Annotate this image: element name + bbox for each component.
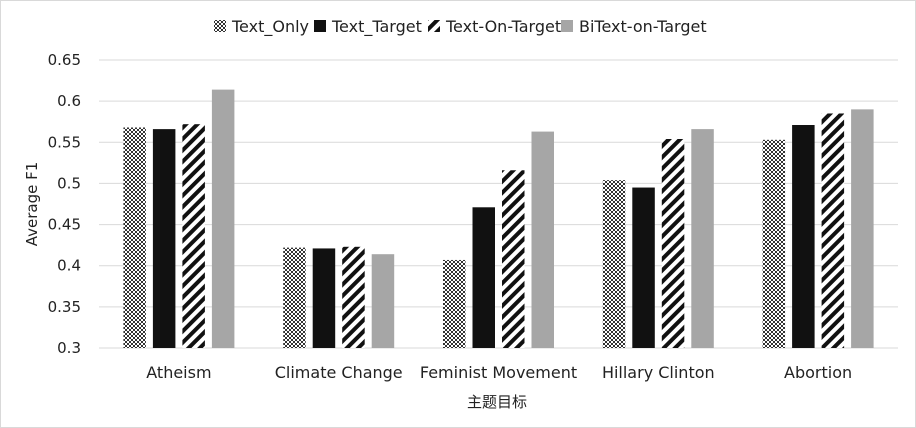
bar: [342, 246, 365, 348]
y-tick-label: 0.55: [48, 133, 81, 151]
bar: [371, 254, 395, 348]
bar: [472, 207, 495, 348]
bar: [182, 124, 205, 348]
legend-swatch: [561, 20, 573, 32]
y-tick-label: 0.3: [57, 339, 81, 357]
bar: [502, 170, 525, 348]
legend-label: BiText-on-Target: [579, 17, 707, 36]
y-tick-label: 0.35: [48, 298, 81, 316]
x-tick-label: Abortion: [784, 363, 852, 382]
bar: [211, 89, 235, 348]
y-tick-label: 0.45: [48, 216, 81, 234]
legend-label: Text-On-Target: [445, 17, 561, 36]
bar: [851, 109, 874, 348]
x-axis-title: 主题目标: [467, 393, 527, 411]
x-axis: Atheism Climate Change Feminist Movement Hi…: [146, 363, 852, 382]
bar: [531, 131, 554, 348]
legend-label: Text_Target: [331, 17, 422, 37]
x-tick-label: Atheism: [146, 363, 211, 382]
legend: Text_Only Text_Target Text-On-Target BiText…: [214, 17, 707, 37]
bar: [691, 129, 714, 348]
x-tick-label: Feminist Movement: [420, 363, 577, 382]
legend-swatch: [428, 20, 440, 32]
x-tick-label: Climate Change: [275, 363, 403, 382]
bar: [792, 125, 815, 349]
y-tick-label: 0.6: [57, 92, 81, 110]
y-axis: 0.3 0.35 0.4 0.45 0.5 0.55 0.6 0.65: [48, 51, 81, 357]
bar: [123, 127, 146, 348]
legend-swatch: [314, 20, 326, 32]
legend-label: Text_Only: [231, 17, 309, 37]
bar: [762, 139, 786, 348]
bars: [123, 89, 874, 349]
bar: [312, 248, 336, 348]
x-tick-label: Hillary Clinton: [602, 363, 715, 382]
y-tick-label: 0.65: [48, 51, 81, 69]
bar: [602, 180, 626, 348]
bar: [283, 247, 306, 348]
y-tick-label: 0.4: [57, 257, 81, 275]
y-tick-label: 0.5: [57, 174, 81, 192]
bar: [661, 138, 685, 348]
bar: [632, 187, 655, 348]
y-axis-title: Average F1: [23, 162, 41, 247]
legend-swatch: [214, 20, 226, 32]
bar: [443, 259, 466, 348]
bar: [821, 113, 845, 348]
bar: [152, 129, 176, 348]
